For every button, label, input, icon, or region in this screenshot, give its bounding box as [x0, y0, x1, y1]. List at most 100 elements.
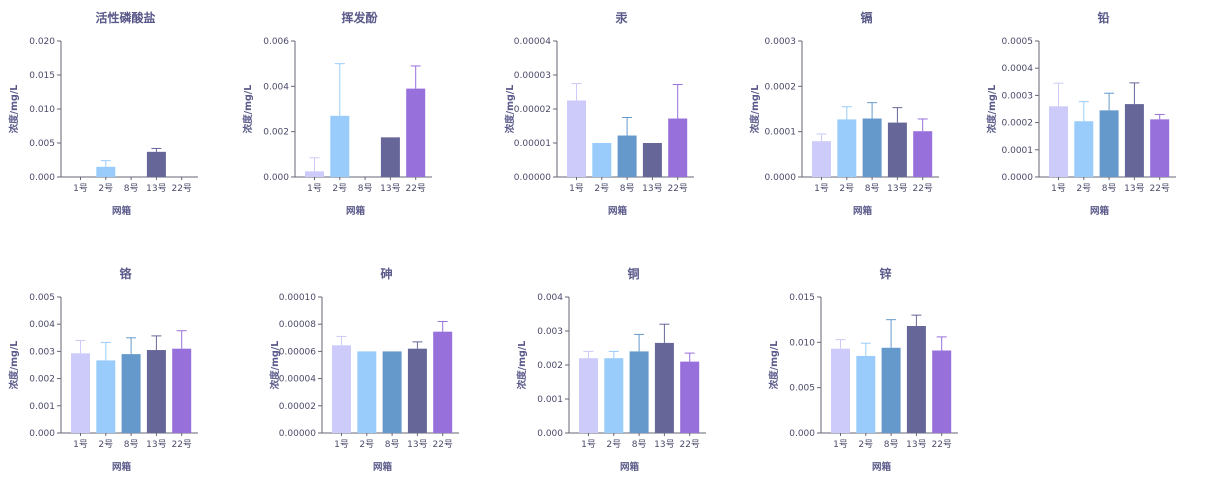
- chart-6-ytick-label: 0.003: [29, 347, 55, 357]
- chart-2-ylabel: 浓度/mg/L: [242, 85, 254, 134]
- chart-1-xtick-label: 13号: [146, 183, 166, 194]
- chart-6-bar-4: [146, 350, 166, 433]
- chart-9-bar-3: [881, 347, 901, 433]
- chart-1-xtick-label: 1号: [73, 183, 88, 194]
- chart-6-ytick-label: 0.004: [29, 320, 55, 330]
- chart-6-ytick-label: 0.005: [29, 293, 55, 303]
- chart-8-ytick-label: 0.000: [537, 429, 563, 439]
- chart-3-xtick-label: 1号: [569, 183, 584, 194]
- chart-5-xtick-label: 8号: [1102, 183, 1117, 194]
- chart-1-xtick-label: 8号: [124, 183, 139, 194]
- chart-6-xtick-label: 8号: [124, 439, 139, 450]
- chart-5-xtick-label: 22号: [1149, 183, 1169, 194]
- chart-5-ylabel: 浓度/mg/L: [986, 85, 998, 134]
- chart-3-ylabel: 浓度/mg/L: [504, 85, 516, 134]
- chart-9-xlabel: 网箱: [872, 461, 892, 473]
- chart-7-ytick-label: 0.00008: [279, 320, 316, 330]
- chart-9-xtick-label: 22号: [931, 439, 951, 450]
- chart-7-ylabel: 浓度/mg/L: [269, 341, 281, 390]
- chart-9-bar-4: [906, 326, 926, 433]
- chart-1-xlabel: 网箱: [112, 205, 132, 217]
- chart-6: 铬 0.000 0.001 0.002 0.003 0.004 0.005 1号 2号 8号 13号…: [8, 266, 198, 473]
- chart-6-bar-3: [121, 354, 141, 433]
- chart-6-bar-1: [71, 353, 90, 433]
- chart-3-ytick-label: 0.00000: [514, 173, 551, 183]
- chart-5-bar-2: [1074, 121, 1094, 177]
- chart-8-xtick-label: 2号: [606, 439, 621, 450]
- chart-4-ytick-label: 0.0000: [765, 173, 797, 183]
- chart-1-xtick-label: 2号: [98, 183, 113, 194]
- chart-8-bar-5: [680, 361, 700, 433]
- chart-8-ytick-label: 0.004: [537, 293, 563, 303]
- chart-5-xtick-label: 1号: [1051, 183, 1066, 194]
- chart-2-title: 挥发酚: [341, 10, 378, 25]
- chart-5-bar-5: [1150, 119, 1170, 177]
- chart-4-xtick-label: 2号: [839, 183, 854, 194]
- chart-5-ytick-label: 0.0004: [1002, 64, 1034, 74]
- chart-6-xtick-label: 1号: [73, 439, 88, 450]
- chart-1-title: 活性磷酸盐: [95, 10, 155, 25]
- chart-3: 汞 0.00000 0.00001 0.00002 0.00003 0.00004 1号 2号…: [504, 11, 694, 217]
- chart-8-xtick-label: 8号: [632, 439, 647, 450]
- chart-8-ytick-label: 0.003: [537, 327, 563, 337]
- chart-4-ytick-label: 0.0003: [765, 37, 797, 47]
- chart-4-ytick-label: 0.0001: [765, 128, 797, 138]
- chart-9-xtick-label: 8号: [884, 439, 899, 450]
- chart-5-ytick-label: 0.0002: [1002, 119, 1034, 129]
- chart-3-bar-1: [567, 100, 586, 177]
- chart-8-xtick-label: 22号: [679, 439, 699, 450]
- chart-3-xtick-label: 13号: [642, 183, 662, 194]
- chart-7-xtick-label: 2号: [359, 439, 374, 450]
- chart-8-xtick-label: 13号: [654, 439, 674, 450]
- chart-7-xtick-label: 1号: [334, 439, 349, 450]
- chart-9-ytick-label: 0.000: [789, 429, 815, 439]
- chart-8-xtick-label: 1号: [581, 439, 596, 450]
- chart-2-ytick-label: 0.004: [263, 82, 289, 92]
- chart-5-ytick-label: 0.0000: [1002, 173, 1034, 183]
- chart-7-xtick-label: 22号: [432, 439, 452, 450]
- chart-7-xlabel: 网箱: [373, 461, 393, 473]
- chart-4-ylabel: 浓度/mg/L: [749, 85, 761, 134]
- chart-7-ytick-label: 0.00000: [279, 429, 316, 439]
- chart-4-bar-5: [913, 131, 933, 177]
- chart-9-xtick-label: 1号: [833, 439, 848, 450]
- chart-2-ytick-label: 0.002: [263, 128, 289, 138]
- chart-4-xtick-label: 22号: [912, 183, 932, 194]
- chart-5: 铅 0.0000 0.0001 0.0002 0.0003 0.0004 0.0005 1号 2…: [986, 10, 1176, 217]
- chart-4-bar-4: [887, 122, 907, 177]
- chart-8: 铜 0.000 0.001 0.002 0.003 0.004 1号 2号 8号 13号 22号网箱…: [516, 266, 706, 473]
- chart-5-ytick-label: 0.0005: [1002, 37, 1034, 47]
- chart-2-xtick-label: 1号: [307, 183, 322, 194]
- chart-8-title: 铜: [627, 266, 639, 281]
- chart-2-bar-2: [330, 115, 350, 177]
- chart-9-bar-1: [831, 348, 850, 433]
- chart-7-ytick-label: 0.00006: [279, 347, 316, 357]
- chart-5-bar-4: [1124, 104, 1144, 177]
- chart-6-title: 铬: [119, 266, 132, 281]
- chart-6-ytick-label: 0.001: [29, 402, 55, 412]
- chart-9-bar-5: [932, 350, 952, 433]
- chart-2-ytick-label: 0.000: [263, 173, 289, 183]
- chart-7-xtick-label: 13号: [407, 439, 427, 450]
- chart-1-ytick-label: 0.005: [29, 139, 55, 149]
- chart-5-title: 铅: [1096, 10, 1109, 25]
- chart-9-ytick-label: 0.010: [789, 338, 815, 348]
- chart-1-bar-4: [146, 151, 166, 177]
- chart-7-bar-3: [382, 351, 402, 433]
- chart-6-ytick-label: 0.000: [29, 429, 55, 439]
- chart-9-title: 锌: [879, 266, 891, 281]
- chart-3-xlabel: 网箱: [608, 205, 628, 217]
- chart-1-ylabel: 浓度/mg/L: [8, 85, 20, 134]
- chart-8-ylabel: 浓度/mg/L: [516, 341, 528, 390]
- chart-7-bar-4: [407, 348, 427, 433]
- chart-3-ytick-label: 0.00001: [514, 139, 551, 149]
- chart-1-ytick-label: 0.000: [29, 173, 55, 183]
- chart-3-bar-2: [592, 143, 612, 177]
- chart-3-bar-3: [617, 135, 637, 177]
- chart-4-bar-3: [862, 118, 882, 177]
- chart-2-xtick-label: 8号: [358, 183, 373, 194]
- chart-5-xlabel: 网箱: [1090, 205, 1110, 217]
- chart-5-bar-1: [1049, 106, 1068, 177]
